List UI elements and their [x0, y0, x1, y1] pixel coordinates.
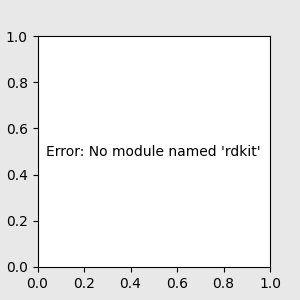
Text: Error: No module named 'rdkit': Error: No module named 'rdkit' — [46, 145, 261, 158]
